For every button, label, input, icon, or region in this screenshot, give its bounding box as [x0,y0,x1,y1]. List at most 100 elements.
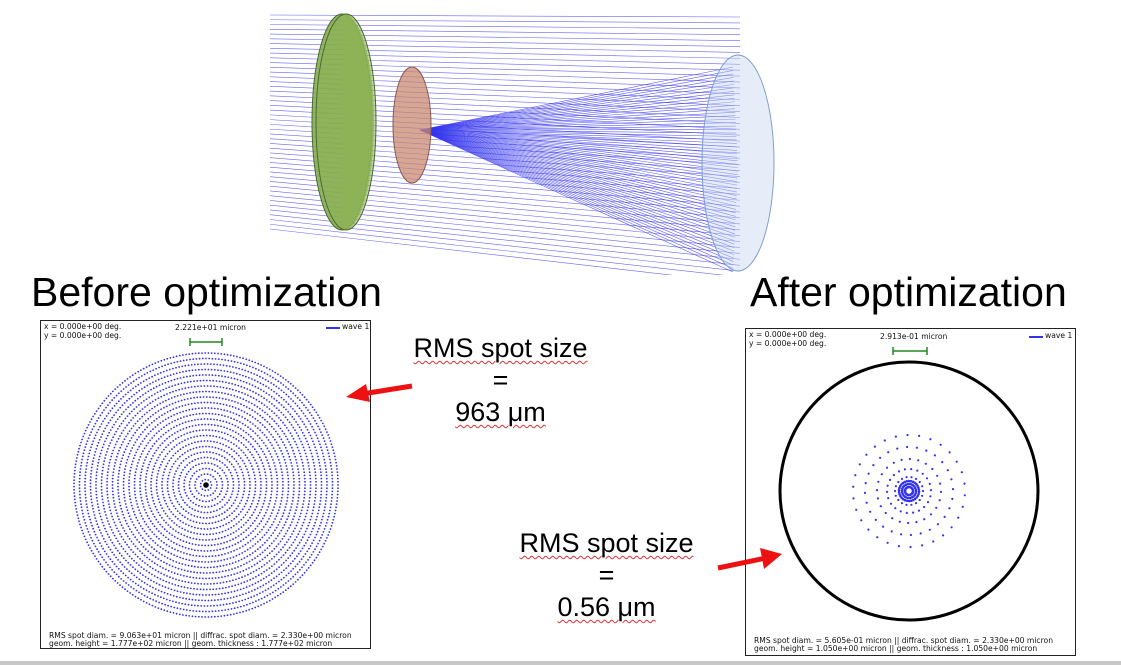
spot-point [75,457,78,459]
spot-point [184,364,187,367]
spot-point [209,533,211,536]
spot-point [201,594,204,596]
spot-point [266,562,268,564]
spot-point [136,397,139,400]
spot-point [260,487,262,490]
spot-point [325,474,328,477]
spot-point [282,554,285,556]
spot-point [292,493,295,496]
spot-point [215,481,218,483]
spot-point [136,448,139,451]
spot-point [189,468,192,471]
spot-point [289,554,292,557]
spot-point [199,482,202,485]
spot-point [331,522,334,524]
spot-point [113,500,115,502]
spot-point [138,459,140,461]
spot-point [166,462,169,465]
spot-point [122,487,125,490]
spot-point [315,480,317,483]
spot-point [260,579,262,582]
spot-point [240,558,243,561]
spot-point [173,378,176,381]
spot-point [159,422,162,424]
spot-point [160,559,162,562]
spot-point [178,562,181,564]
spot-point [230,377,233,379]
spot-point [127,391,129,394]
spot-point [905,511,908,514]
spot-point [171,421,174,423]
spot-point [124,519,127,522]
spot-point [232,480,235,483]
spot-point [204,462,207,464]
spot-point [297,389,299,392]
spot-point [122,477,125,480]
spot-point [294,402,297,405]
spot-point [121,586,124,589]
spot-point [91,428,94,431]
spot-point [148,544,151,546]
spot-point [243,487,246,490]
spot-point [256,405,259,408]
spot-point [130,395,133,398]
spot-point [176,395,179,397]
spot-point [217,391,220,394]
spot-point [221,592,223,595]
spot-point [130,504,133,507]
spot-point [141,527,144,530]
spot-point [233,510,236,512]
spot-point [174,515,177,518]
spot-point [189,380,192,383]
spot-point [104,457,106,459]
spot-point [312,440,314,443]
spot-point [240,385,243,388]
spot-point [190,531,192,534]
spot-point [277,551,280,553]
spot-point [314,474,317,477]
spot-point [104,540,107,543]
spot-point [163,376,166,379]
spot-point [213,560,216,563]
spot-point [330,443,333,445]
spot-point [122,429,125,432]
spot-point [168,435,171,438]
spot-point [175,407,178,409]
spot-point [262,450,264,453]
spot-point [217,358,220,360]
spot-point [169,558,172,561]
spot-point [864,482,867,485]
spot-point [287,411,290,413]
spot-point [172,595,175,597]
spot-point [307,506,309,509]
spot-point [149,528,151,531]
spot-point [167,524,170,526]
spot-point [259,560,261,563]
spot-point [185,558,188,561]
spot-point [867,528,870,531]
spot-point [308,471,311,474]
scale-label: 2.913e-01 micron [880,332,948,341]
spot-point [191,425,194,427]
spot-point [323,458,326,461]
spot-point [78,487,81,490]
spot-point [231,490,234,493]
spot-point [100,423,103,425]
spot-point [139,558,141,560]
spot-point [75,460,78,462]
spot-point [256,541,259,543]
spot-point [202,588,205,591]
spot-point [194,615,197,618]
spot-point [222,564,225,567]
spot-point [254,484,257,486]
spot-point [278,532,281,535]
spot-point [213,504,216,507]
spot-point [205,500,207,503]
spot-point [204,616,207,618]
spot-point [274,438,276,441]
spot-point [167,538,170,541]
spot-point [214,490,217,492]
spot-point [321,452,324,455]
spot-point [210,352,213,354]
spot-point [133,393,136,396]
